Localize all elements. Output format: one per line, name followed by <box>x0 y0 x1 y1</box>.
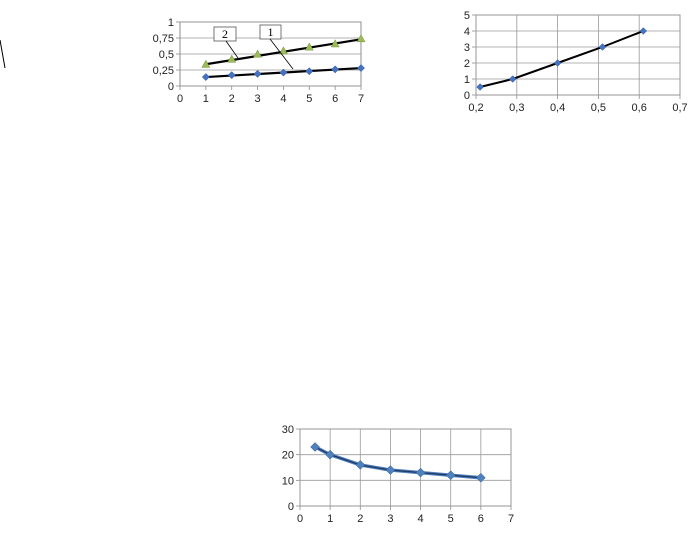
callout-2: 2 <box>213 26 239 59</box>
y-tick-label: 3 <box>464 42 470 54</box>
x-tick-label: 1 <box>203 93 209 105</box>
x-tick-label: 0,5 <box>591 102 606 114</box>
callout-1: 1 <box>259 24 294 70</box>
x-tick-label: 5 <box>306 93 312 105</box>
series-line-halo <box>314 445 482 480</box>
y-tick-label: 30 <box>282 424 294 436</box>
data-point-series-1 <box>305 67 314 76</box>
y-tick-label: 1 <box>168 17 174 29</box>
callout-box <box>213 26 237 42</box>
data-point <box>639 27 648 35</box>
data-point <box>310 442 320 452</box>
data-point <box>508 75 517 83</box>
plot-area <box>299 428 512 507</box>
x-tick-label: 6 <box>332 93 338 105</box>
data-point-series-2 <box>356 34 366 43</box>
chart-3: 0 10 20 30 0 1 2 3 4 5 6 7 <box>282 424 514 525</box>
y-tick-label: 0,25 <box>153 65 174 77</box>
data-point-series-1 <box>201 73 210 81</box>
x-tick-label: 4 <box>280 93 286 105</box>
x-tick-label: 0,6 <box>632 102 647 114</box>
x-tick-label: 0 <box>297 513 303 525</box>
x-tick-label: 7 <box>358 93 364 105</box>
x-tick-label: 5 <box>448 513 454 525</box>
series-line <box>314 446 481 479</box>
x-tick-label: 2 <box>357 513 363 525</box>
chart-1: 0 0,25 0,5 0,75 1 0 1 2 3 4 5 6 7 2 1 <box>153 17 366 105</box>
y-tick-label: 5 <box>464 10 470 22</box>
y-tick-label: 0 <box>464 90 470 102</box>
x-tick-label: 0 <box>177 93 183 105</box>
y-tick-label: 0 <box>288 501 294 513</box>
callout-label-1: 1 <box>268 25 274 39</box>
data-point-series-1 <box>279 68 288 77</box>
data-point-series-1 <box>331 65 340 74</box>
data-point-series-1 <box>253 69 262 78</box>
callout-leader <box>269 38 294 70</box>
y-tick-label: 20 <box>282 450 294 462</box>
x-tick-label: 2 <box>229 93 235 105</box>
y-tick-label: 1 <box>464 74 470 86</box>
data-point-series-2 <box>279 46 288 55</box>
x-tick-label: 0,4 <box>550 102 565 114</box>
x-tick-label: 0,3 <box>509 102 524 114</box>
data-point <box>553 59 562 67</box>
callout-label-2: 2 <box>222 27 228 41</box>
y-tick-label: 0,5 <box>159 49 174 61</box>
data-point-series-2 <box>304 42 314 51</box>
y-tick-label: 0,75 <box>153 33 174 45</box>
data-point-series-2 <box>227 54 237 63</box>
data-point-series-2 <box>253 49 262 58</box>
data-point <box>385 465 396 475</box>
data-point <box>415 467 426 478</box>
x-tick-label: 3 <box>255 93 261 105</box>
data-point <box>476 83 484 91</box>
x-tick-label: 6 <box>478 513 484 525</box>
x-tick-label: 1 <box>327 513 333 525</box>
data-point-series-2 <box>330 39 340 48</box>
x-tick-label: 0,2 <box>468 102 483 114</box>
chart-2: 0 1 2 3 4 5 0,2 0,3 0,4 0,5 0,6 0,7 <box>464 10 688 114</box>
x-tick-label: 0,7 <box>672 102 687 114</box>
y-tick-label: 0 <box>168 81 174 93</box>
data-point-series-1 <box>357 64 365 73</box>
x-tick-label: 3 <box>387 513 393 525</box>
x-tick-label: 4 <box>418 513 424 525</box>
x-tick-label: 7 <box>508 513 514 525</box>
data-point <box>598 43 607 51</box>
data-point <box>355 460 366 470</box>
y-tick-label: 10 <box>282 475 294 487</box>
data-point <box>445 470 456 481</box>
stray-edge-mark <box>0 39 6 69</box>
callout-leader <box>225 40 239 59</box>
y-tick-label: 2 <box>464 58 470 70</box>
data-point <box>325 449 335 460</box>
data-point-series-2 <box>201 59 211 68</box>
data-point <box>476 472 486 483</box>
data-point-series-1 <box>227 71 236 80</box>
y-tick-label: 4 <box>464 26 470 38</box>
